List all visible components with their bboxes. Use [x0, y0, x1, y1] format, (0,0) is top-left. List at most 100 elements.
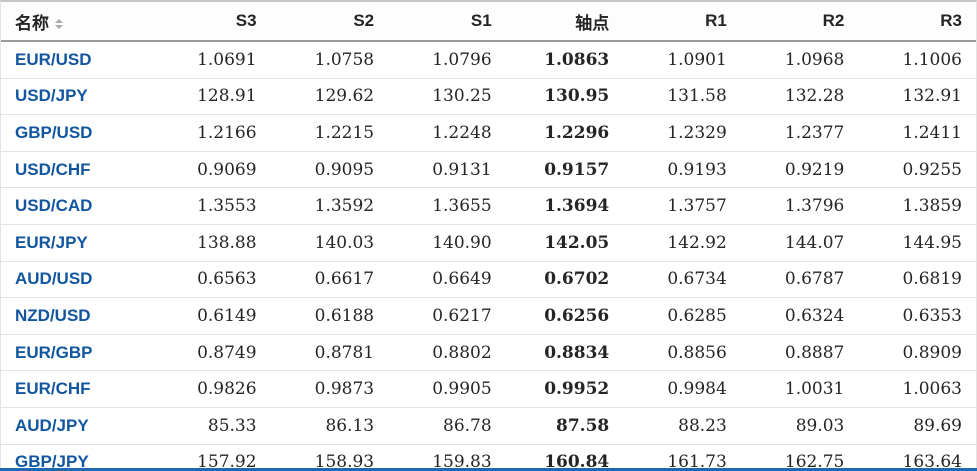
r3-value-cell: 0.9255 [858, 151, 976, 189]
r1-value-cell: 131.58 [623, 78, 741, 116]
s3-value-cell: 128.91 [153, 78, 271, 116]
s1-value-cell: 0.6217 [388, 297, 506, 335]
column-header-label: S3 [235, 11, 257, 30]
s1-value-cell: 0.9905 [388, 370, 506, 408]
pair-name-cell: USD/JPY [1, 78, 153, 116]
pair-link[interactable]: EUR/CHF [15, 379, 91, 399]
r3-value-cell: 163.64 [858, 444, 976, 468]
r3-value-cell: 0.6819 [858, 261, 976, 299]
pair-name-cell: AUD/USD [1, 261, 153, 299]
table-row: EUR/JPY 138.88 140.03 140.90 142.05 142.92 144… [1, 224, 976, 262]
r1-value-cell: 0.9984 [623, 370, 741, 408]
pair-link[interactable]: GBP/USD [15, 122, 93, 142]
column-header-label: S2 [353, 11, 375, 30]
pair-name-cell: USD/CAD [1, 187, 153, 225]
r1-value-cell: 0.6285 [623, 297, 741, 335]
r1-value-cell: 88.23 [623, 407, 741, 445]
r1-value-cell: 142.92 [623, 224, 741, 262]
column-header-label: 名称 [15, 13, 49, 33]
column-header-name[interactable]: 名称 [1, 2, 153, 42]
s3-value-cell: 1.2166 [153, 114, 271, 152]
r3-value-cell: 1.3859 [858, 187, 976, 225]
pair-link[interactable]: AUD/USD [15, 269, 93, 289]
r3-value-cell: 0.6353 [858, 297, 976, 335]
column-header-label: R3 [940, 11, 962, 30]
table-row: EUR/GBP 0.8749 0.8781 0.8802 0.8834 0.8856 0.8… [1, 334, 976, 372]
r2-value-cell: 144.07 [740, 224, 859, 262]
s3-value-cell: 0.9826 [153, 370, 271, 408]
column-header-s2[interactable]: S2 [270, 2, 389, 42]
s2-value-cell: 0.6617 [270, 261, 389, 299]
column-header-label: R1 [705, 11, 727, 30]
pair-link[interactable]: EUR/USD [15, 49, 92, 69]
pivot-value-cell: 1.0863 [505, 41, 624, 79]
s1-value-cell: 0.9131 [388, 151, 506, 189]
s2-value-cell: 1.3592 [270, 187, 389, 225]
pivot-value-cell: 160.84 [505, 444, 624, 468]
s1-value-cell: 86.78 [388, 407, 506, 445]
pair-link[interactable]: NZD/USD [15, 305, 91, 325]
pair-link[interactable]: EUR/JPY [15, 232, 88, 252]
column-header-r1[interactable]: R1 [623, 2, 741, 42]
r3-value-cell: 1.0063 [858, 370, 976, 408]
column-header-label: S1 [470, 11, 492, 30]
column-header-r2[interactable]: R2 [740, 2, 859, 42]
pair-link[interactable]: AUD/JPY [15, 415, 89, 435]
s1-value-cell: 130.25 [388, 78, 506, 116]
s3-value-cell: 0.6149 [153, 297, 271, 335]
pair-link[interactable]: EUR/GBP [15, 342, 93, 362]
table-header-row: 名称 S3 S2 S1 轴点 R1 R2 R3 [1, 2, 976, 42]
column-header-s3[interactable]: S3 [153, 2, 271, 42]
column-header-s1[interactable]: S1 [388, 2, 506, 42]
pair-name-cell: USD/CHF [1, 151, 153, 189]
table-row: NZD/USD 0.6149 0.6188 0.6217 0.6256 0.6285 0.6… [1, 297, 976, 335]
s2-value-cell: 0.9095 [270, 151, 389, 189]
s2-value-cell: 86.13 [270, 407, 389, 445]
r1-value-cell: 0.9193 [623, 151, 741, 189]
pivot-value-cell: 130.95 [505, 78, 624, 116]
s2-value-cell: 1.2215 [270, 114, 389, 152]
s1-value-cell: 140.90 [388, 224, 506, 262]
pair-link[interactable]: GBP/JPY [15, 452, 89, 468]
r2-value-cell: 1.3796 [740, 187, 859, 225]
s3-value-cell: 1.3553 [153, 187, 271, 225]
s2-value-cell: 0.6188 [270, 297, 389, 335]
r1-value-cell: 0.8856 [623, 334, 741, 372]
table-row: EUR/USD 1.0691 1.0758 1.0796 1.0863 1.0901 1.0… [1, 41, 976, 79]
sort-icon[interactable] [55, 19, 63, 30]
r1-value-cell: 1.0901 [623, 41, 741, 79]
table-row: AUD/USD 0.6563 0.6617 0.6649 0.6702 0.6734 0.6… [1, 261, 976, 299]
bottom-accent-bar [0, 468, 977, 471]
s2-value-cell: 140.03 [270, 224, 389, 262]
s3-value-cell: 1.0691 [153, 41, 271, 79]
pair-name-cell: AUD/JPY [1, 407, 153, 445]
r3-value-cell: 0.8909 [858, 334, 976, 372]
pivot-value-cell: 142.05 [505, 224, 624, 262]
s3-value-cell: 85.33 [153, 407, 271, 445]
column-header-pivot[interactable]: 轴点 [505, 2, 624, 42]
column-header-label: R2 [822, 11, 845, 30]
r3-value-cell: 1.2411 [858, 114, 976, 152]
pair-name-cell: EUR/GBP [1, 334, 153, 372]
pair-name-cell: GBP/USD [1, 114, 153, 152]
pivot-value-cell: 0.6702 [505, 261, 624, 299]
r2-value-cell: 1.0031 [740, 370, 859, 408]
table-row: USD/CHF 0.9069 0.9095 0.9131 0.9157 0.9193 0.9… [1, 151, 976, 189]
s3-value-cell: 0.6563 [153, 261, 271, 299]
pair-name-cell: EUR/JPY [1, 224, 153, 262]
r2-value-cell: 0.9219 [740, 151, 859, 189]
table-row: USD/CAD 1.3553 1.3592 1.3655 1.3694 1.3757 1.3… [1, 187, 976, 225]
pair-link[interactable]: USD/JPY [15, 86, 88, 106]
table-row: USD/JPY 128.91 129.62 130.25 130.95 131.58 132… [1, 78, 976, 116]
pair-link[interactable]: USD/CHF [15, 159, 91, 179]
pivot-value-cell: 0.6256 [505, 297, 624, 335]
pair-link[interactable]: USD/CAD [15, 196, 93, 216]
s2-value-cell: 158.93 [270, 444, 389, 468]
s3-value-cell: 138.88 [153, 224, 271, 262]
r1-value-cell: 0.6734 [623, 261, 741, 299]
column-header-r3[interactable]: R3 [858, 2, 976, 42]
table-header: 名称 S3 S2 S1 轴点 R1 R2 R3 [1, 2, 976, 42]
s1-value-cell: 0.8802 [388, 334, 506, 372]
